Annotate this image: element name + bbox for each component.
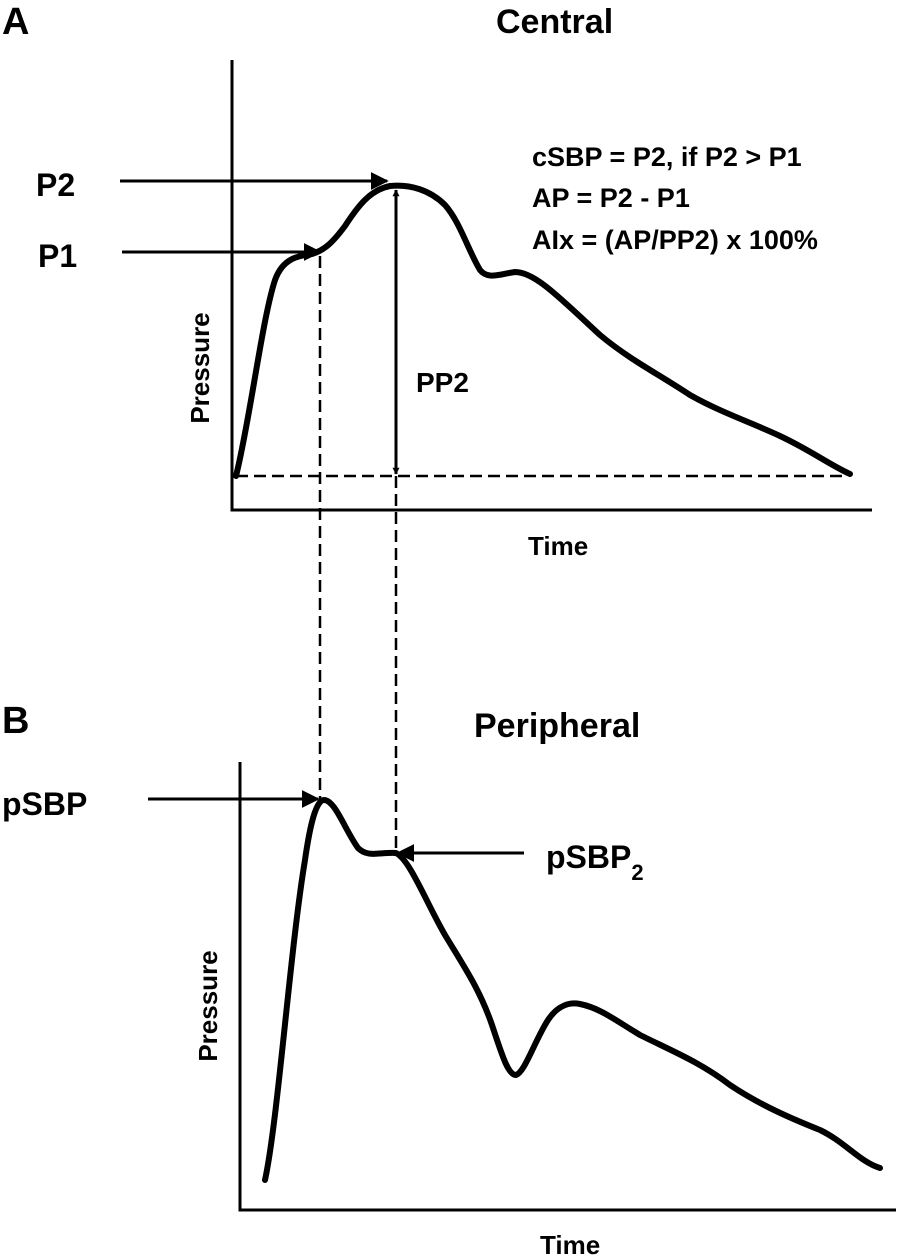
- formula-csbp: cSBP = P2, if P2 > P1: [532, 142, 802, 172]
- panel-b-y-axis-label: Pressure: [193, 950, 223, 1061]
- central-pressure-waveform: [233, 182, 853, 479]
- panel-b-letter: B: [2, 700, 29, 742]
- psbp2-label-base: pSBP: [546, 839, 631, 875]
- formula-aix: AIx = (AP/PP2) x 100%: [532, 225, 818, 255]
- panel-a: A Central P2 P1 PP2 cSBP = P2, if P2 > P…: [2, 1, 872, 561]
- panel-a-x-axis-label: Time: [528, 531, 588, 561]
- formula-ap: AP = P2 - P1: [532, 183, 690, 213]
- psbp2-label-subscript: 2: [631, 860, 643, 885]
- peripheral-pressure-waveform: [262, 797, 883, 1183]
- panel-a-letter: A: [2, 1, 29, 43]
- panel-b-x-axis-label: Time: [540, 1230, 600, 1258]
- panel-a-axes: [230, 60, 872, 512]
- p2-label: P2: [36, 167, 75, 203]
- panel-a-title: Central: [496, 3, 613, 41]
- panel-b-title: Peripheral: [474, 707, 640, 745]
- psbp2-label: pSBP2: [546, 839, 644, 885]
- panel-a-y-axis-label: Pressure: [185, 312, 215, 423]
- psbp-label: pSBP: [2, 786, 87, 822]
- panel-b: B Peripheral pSBP pSBP2 Pressure Time: [2, 700, 896, 1258]
- pp2-label: PP2: [416, 367, 469, 398]
- p1-label: P1: [38, 238, 77, 274]
- panel-b-axes: [238, 762, 896, 1212]
